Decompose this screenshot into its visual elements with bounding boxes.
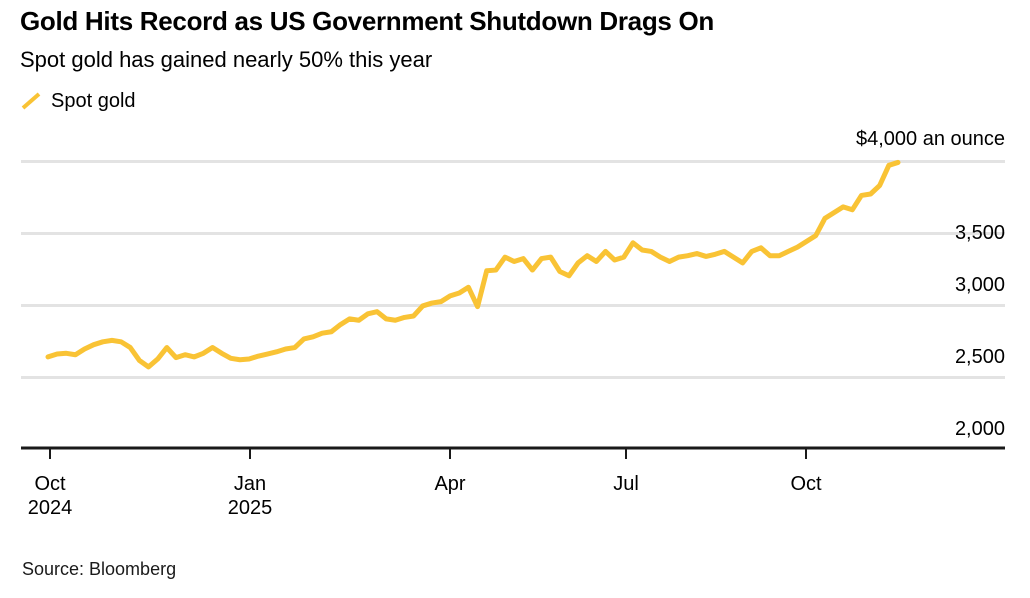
chart-title: Gold Hits Record as US Government Shutdo… (20, 6, 715, 36)
y-tick-2500: 2,500 (954, 346, 1005, 368)
chart-subtitle: Spot gold has gained nearly 50% this yea… (20, 47, 433, 72)
chart-legend: Spot gold (20, 88, 136, 114)
x-tick-month: Oct (34, 473, 66, 495)
x-tick-oct-2025: Oct (790, 472, 821, 496)
legend-line-icon (21, 92, 41, 110)
x-tick-jan-2025: Jan 2025 (228, 472, 273, 520)
x-tick-year: 2024 (27, 497, 73, 519)
x-tick-month: Jul (613, 473, 639, 495)
y-tick-3500: 3,500 (954, 222, 1005, 244)
x-tick-month: Jan (233, 473, 267, 495)
legend-item-label: Spot gold (51, 90, 136, 112)
x-tick-jul: Jul (613, 472, 639, 496)
series-spot-gold (45, 159, 901, 370)
source-caption: Source: Bloomberg (22, 559, 177, 579)
x-tick-apr: Apr (434, 472, 465, 496)
axis-annotation-top: $4,000 an ounce (855, 128, 1005, 150)
x-axis-ticks (49, 448, 807, 459)
y-tick-3000: 3,000 (954, 274, 1005, 296)
y-tick-2000: 2,000 (954, 418, 1005, 440)
x-tick-month: Apr (434, 473, 466, 495)
x-tick-month: Oct (790, 473, 822, 495)
gridlines (21, 160, 1005, 379)
x-tick-year: 2025 (227, 497, 273, 519)
x-tick-oct-2024: Oct 2024 (28, 472, 73, 520)
